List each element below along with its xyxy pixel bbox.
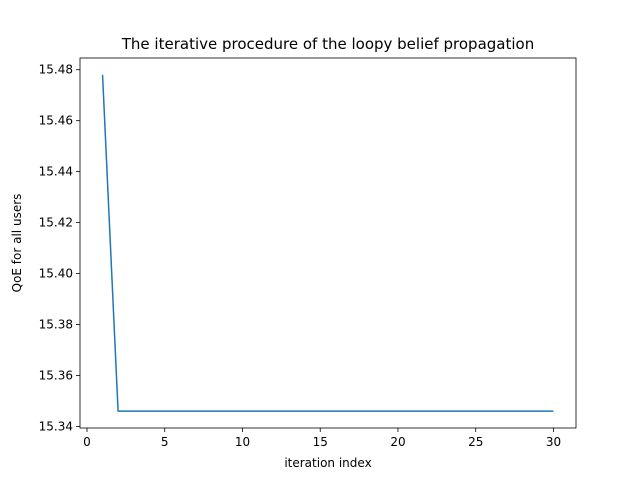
x-tick-label: 30	[546, 435, 561, 449]
y-tick-label: 15.42	[39, 216, 73, 230]
x-tick-label: 5	[161, 435, 169, 449]
series-line	[101, 74, 554, 412]
x-tick-label: 0	[83, 435, 91, 449]
chart-title: The iterative procedure of the loopy bel…	[121, 35, 534, 53]
x-axis-label: iteration index	[284, 456, 371, 470]
plot-frame	[79, 57, 577, 429]
y-tick-label: 15.46	[39, 114, 73, 128]
x-tick-label: 25	[468, 435, 483, 449]
x-tick-label: 10	[235, 435, 250, 449]
x-tick-label: 15	[313, 435, 328, 449]
y-tick-label: 15.44	[39, 165, 73, 179]
y-axis: 15.34 15.36 15.38 15.40 15.42 15.44 15.46 15.48	[39, 63, 80, 433]
plot-area	[80, 58, 576, 428]
x-axis: 0 5 10 15 20 25 30	[83, 428, 561, 449]
x-tick-label: 20	[390, 435, 405, 449]
y-axis-label: QoE for all users	[10, 194, 24, 293]
y-tick-label: 15.48	[39, 63, 73, 77]
y-tick-label: 15.34	[39, 419, 73, 433]
series-layer	[101, 74, 554, 412]
y-tick-label: 15.36	[39, 369, 73, 383]
y-tick-label: 15.38	[39, 318, 73, 332]
y-tick-label: 15.40	[39, 267, 73, 281]
